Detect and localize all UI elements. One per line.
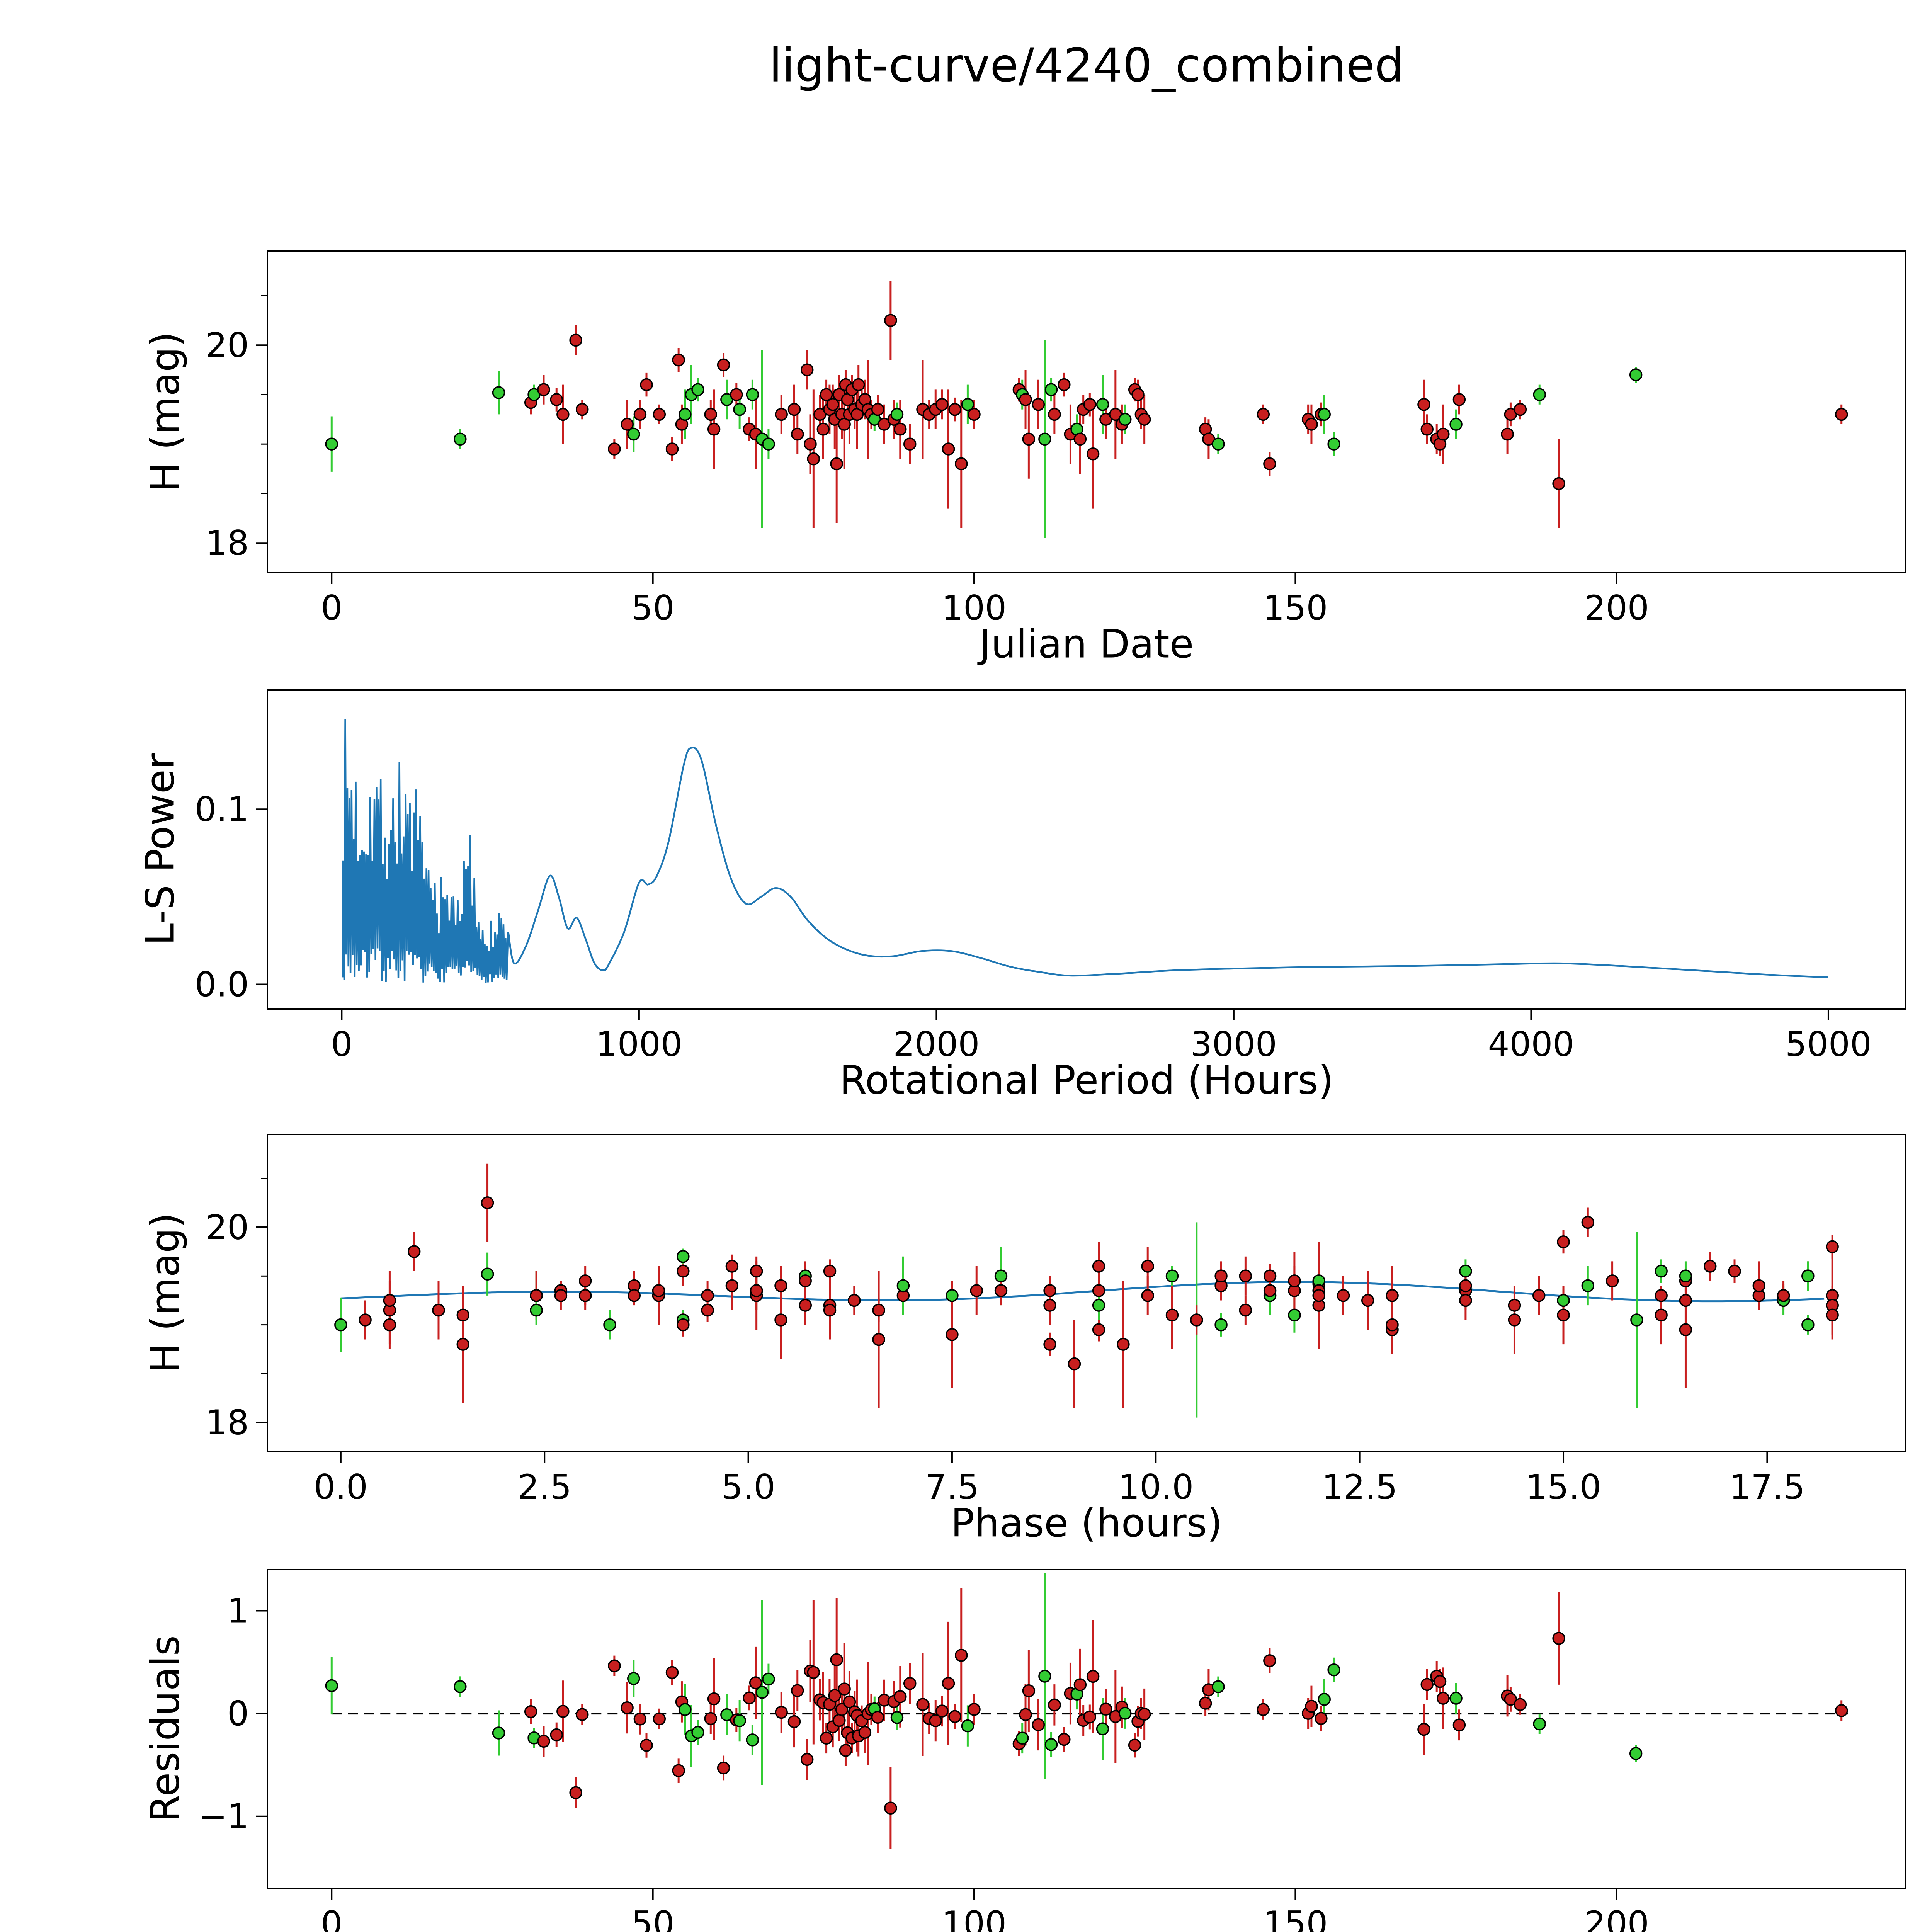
tick-label: 2000	[893, 1024, 980, 1064]
panel-periodogram-axes: 0 1000 2000 3000 4000 5000 0.0 0.1	[195, 689, 1906, 1064]
tick-label: 2.5	[517, 1467, 571, 1507]
panel3-xaxis-label: Phase (hours)	[951, 1500, 1223, 1546]
tick-label: 0	[331, 1024, 352, 1064]
tick-label: 50	[631, 588, 675, 628]
tick-label: 20	[206, 325, 249, 365]
tick-label: 18	[206, 1403, 249, 1442]
panel-residuals-data	[325, 1573, 1848, 1849]
panel-jd-mag-data	[325, 281, 1848, 538]
tick-label: 5.0	[721, 1467, 776, 1507]
tick-label: 10.0	[1118, 1467, 1194, 1507]
tick-label: 150	[1263, 1904, 1328, 1932]
tick-label: 7.5	[925, 1467, 979, 1507]
tick-label: 150	[1263, 588, 1328, 628]
tick-label: 1	[227, 1591, 249, 1631]
tick-label: 4000	[1488, 1024, 1574, 1064]
tick-label: 17.5	[1729, 1467, 1805, 1507]
tick-label: 0	[321, 1904, 342, 1932]
tick-label: 1000	[596, 1024, 682, 1064]
ls-power-line	[342, 719, 1828, 983]
tick-label: 0.0	[314, 1467, 368, 1507]
tick-label: 200	[1584, 588, 1649, 628]
panel1-xaxis-label: Julian Date	[979, 621, 1194, 667]
panel-phase-mag-axes: 0.0 2.5 5.0 7.5 10.0 12.5 15.0 17.5 18 20	[206, 1134, 1906, 1507]
panel-residuals-axes: 0 50 100 150 200 −1 0 1	[199, 1569, 1906, 1932]
panel2-xaxis-label: Rotational Period (Hours)	[839, 1057, 1334, 1104]
tick-label: 0	[227, 1694, 249, 1734]
panel-jd-mag-axes: 0 50 100 150 200 18 20	[206, 250, 1906, 628]
tick-label: 3000	[1190, 1024, 1277, 1064]
tick-label: 100	[942, 1904, 1007, 1932]
tick-label: 0.1	[195, 789, 249, 829]
tick-label: 20	[206, 1208, 249, 1247]
tick-label: 0	[321, 588, 342, 628]
tick-label: 200	[1584, 1904, 1649, 1932]
panel-phase-mag-data	[334, 1163, 1839, 1418]
tick-label: 15.0	[1526, 1467, 1601, 1507]
figure-title: light-curve/4240_combined	[769, 39, 1404, 93]
tick-label: 12.5	[1322, 1467, 1398, 1507]
tick-label: 18	[206, 523, 249, 563]
tick-label: 5000	[1785, 1024, 1872, 1064]
tick-label: −1	[199, 1797, 249, 1837]
panel-periodogram-curve	[342, 719, 1828, 983]
tick-label: 50	[631, 1904, 675, 1932]
tick-label: 0.0	[195, 965, 249, 1005]
tick-label: 100	[942, 588, 1007, 628]
